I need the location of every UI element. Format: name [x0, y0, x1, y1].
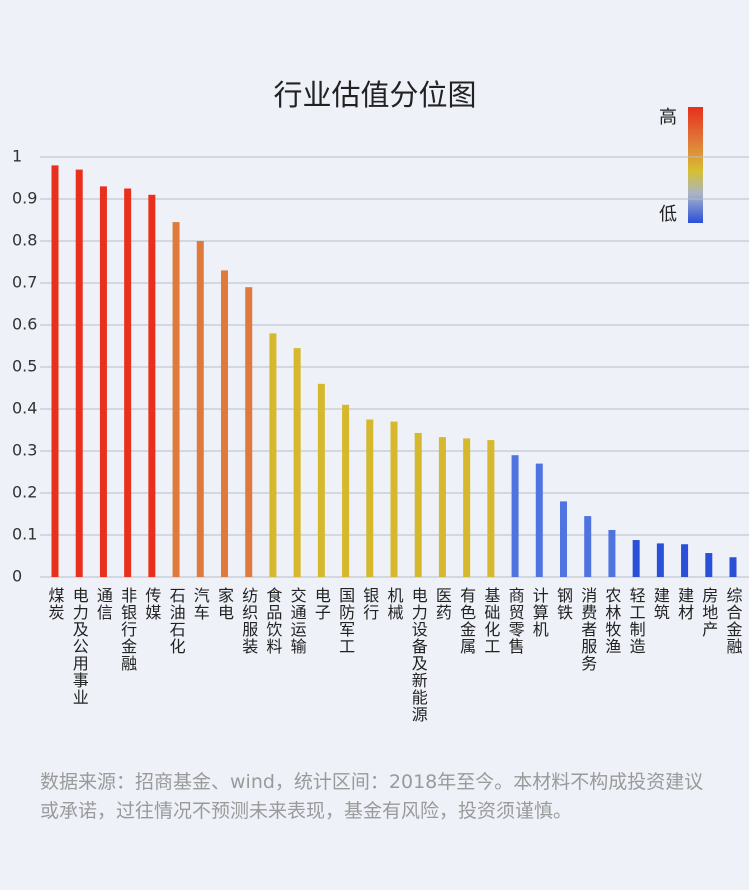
bar	[535, 463, 543, 577]
x-tick-label: 食品饮料	[263, 587, 282, 655]
bar	[608, 529, 616, 577]
bar	[221, 270, 228, 577]
x-tick-label: 医药	[433, 587, 452, 621]
bar	[414, 432, 422, 577]
bar	[511, 455, 519, 577]
x-tick-label: 综合金融	[724, 587, 743, 655]
y-tick-label: 0.8	[12, 231, 37, 250]
chart-title: 行业估值分位图	[273, 78, 476, 112]
chart: 行业估值分位图 高 低 0 0.1 0.2 0.3 0.4 0.5 0.6 0.7 0.8 0.9…	[12, 78, 749, 723]
x-tick-label: 纺织服装	[239, 587, 258, 655]
x-tick-label: 电力设备及新能源	[409, 587, 428, 723]
bar	[148, 194, 156, 578]
x-tick-label: 国防军工	[336, 587, 355, 655]
y-tick-label: 0.5	[12, 357, 37, 376]
color-bar	[688, 107, 703, 223]
x-tick-label: 农林牧渔	[602, 587, 621, 655]
x-tick-label: 消费者服务	[578, 587, 597, 672]
bar	[172, 222, 180, 577]
x-tick-label: 计算机	[530, 587, 549, 638]
bar	[681, 544, 689, 577]
y-tick-label: 0.3	[12, 441, 37, 460]
x-tick-label: 建筑	[651, 587, 670, 621]
y-tick-label: 0.9	[12, 189, 37, 208]
bar	[342, 404, 350, 577]
x-tick-label: 煤炭	[46, 587, 65, 621]
bar	[293, 348, 301, 577]
x-tick-label: 商贸零售	[506, 587, 525, 655]
x-tick-label: 非银行金融	[118, 587, 137, 672]
bar	[729, 557, 737, 577]
bar	[584, 516, 592, 577]
x-tick-label: 石油石化	[167, 587, 186, 655]
x-tick-label: 有色金属	[457, 587, 476, 655]
x-tick-label: 电子	[312, 587, 331, 621]
x-tick-label: 轻工制造	[627, 587, 646, 655]
y-tick-label: 1	[12, 147, 22, 166]
bar	[632, 540, 640, 577]
x-tick-label: 银行	[360, 587, 379, 621]
y-tick-label: 0.2	[12, 483, 37, 502]
x-tick-label: 电力及公用事业	[70, 587, 89, 706]
bar	[463, 438, 471, 577]
bar	[438, 437, 446, 577]
x-tick-label: 建材	[675, 587, 694, 621]
y-tick-label: 0.7	[12, 273, 37, 292]
x-tick-label: 房地产	[699, 587, 718, 638]
bar	[245, 287, 253, 577]
source-note: 数据来源：招商基金、wind，统计区间：2018年至今。本材料不构成投资建议或承…	[40, 771, 704, 822]
y-tick-label: 0.1	[12, 525, 37, 544]
bar	[390, 421, 398, 577]
x-tick-label: 钢铁	[554, 587, 573, 621]
x-tick-label: 家电	[215, 587, 234, 621]
x-tick-label: 机械	[385, 587, 404, 621]
x-tick-label: 基础化工	[481, 587, 500, 655]
legend-low: 低	[659, 204, 677, 225]
bar	[99, 186, 107, 577]
bar	[366, 419, 374, 577]
bar	[75, 169, 83, 577]
y-tick-label: 0.6	[12, 315, 37, 334]
bar	[656, 543, 664, 577]
bar	[51, 165, 59, 577]
x-tick-label: 汽车	[191, 587, 210, 621]
bar	[269, 333, 277, 577]
bar	[560, 501, 567, 577]
bar	[317, 383, 325, 577]
bar	[705, 553, 713, 577]
legend-high: 高	[659, 107, 677, 128]
bar	[124, 188, 132, 577]
y-tick-label: 0	[12, 567, 22, 586]
bar	[487, 440, 495, 577]
bar	[196, 241, 204, 577]
y-tick-label: 0.4	[12, 399, 37, 418]
x-tick-label: 传媒	[142, 587, 161, 621]
x-tick-label: 通信	[94, 587, 113, 621]
x-tick-label: 交通运输	[288, 587, 307, 655]
